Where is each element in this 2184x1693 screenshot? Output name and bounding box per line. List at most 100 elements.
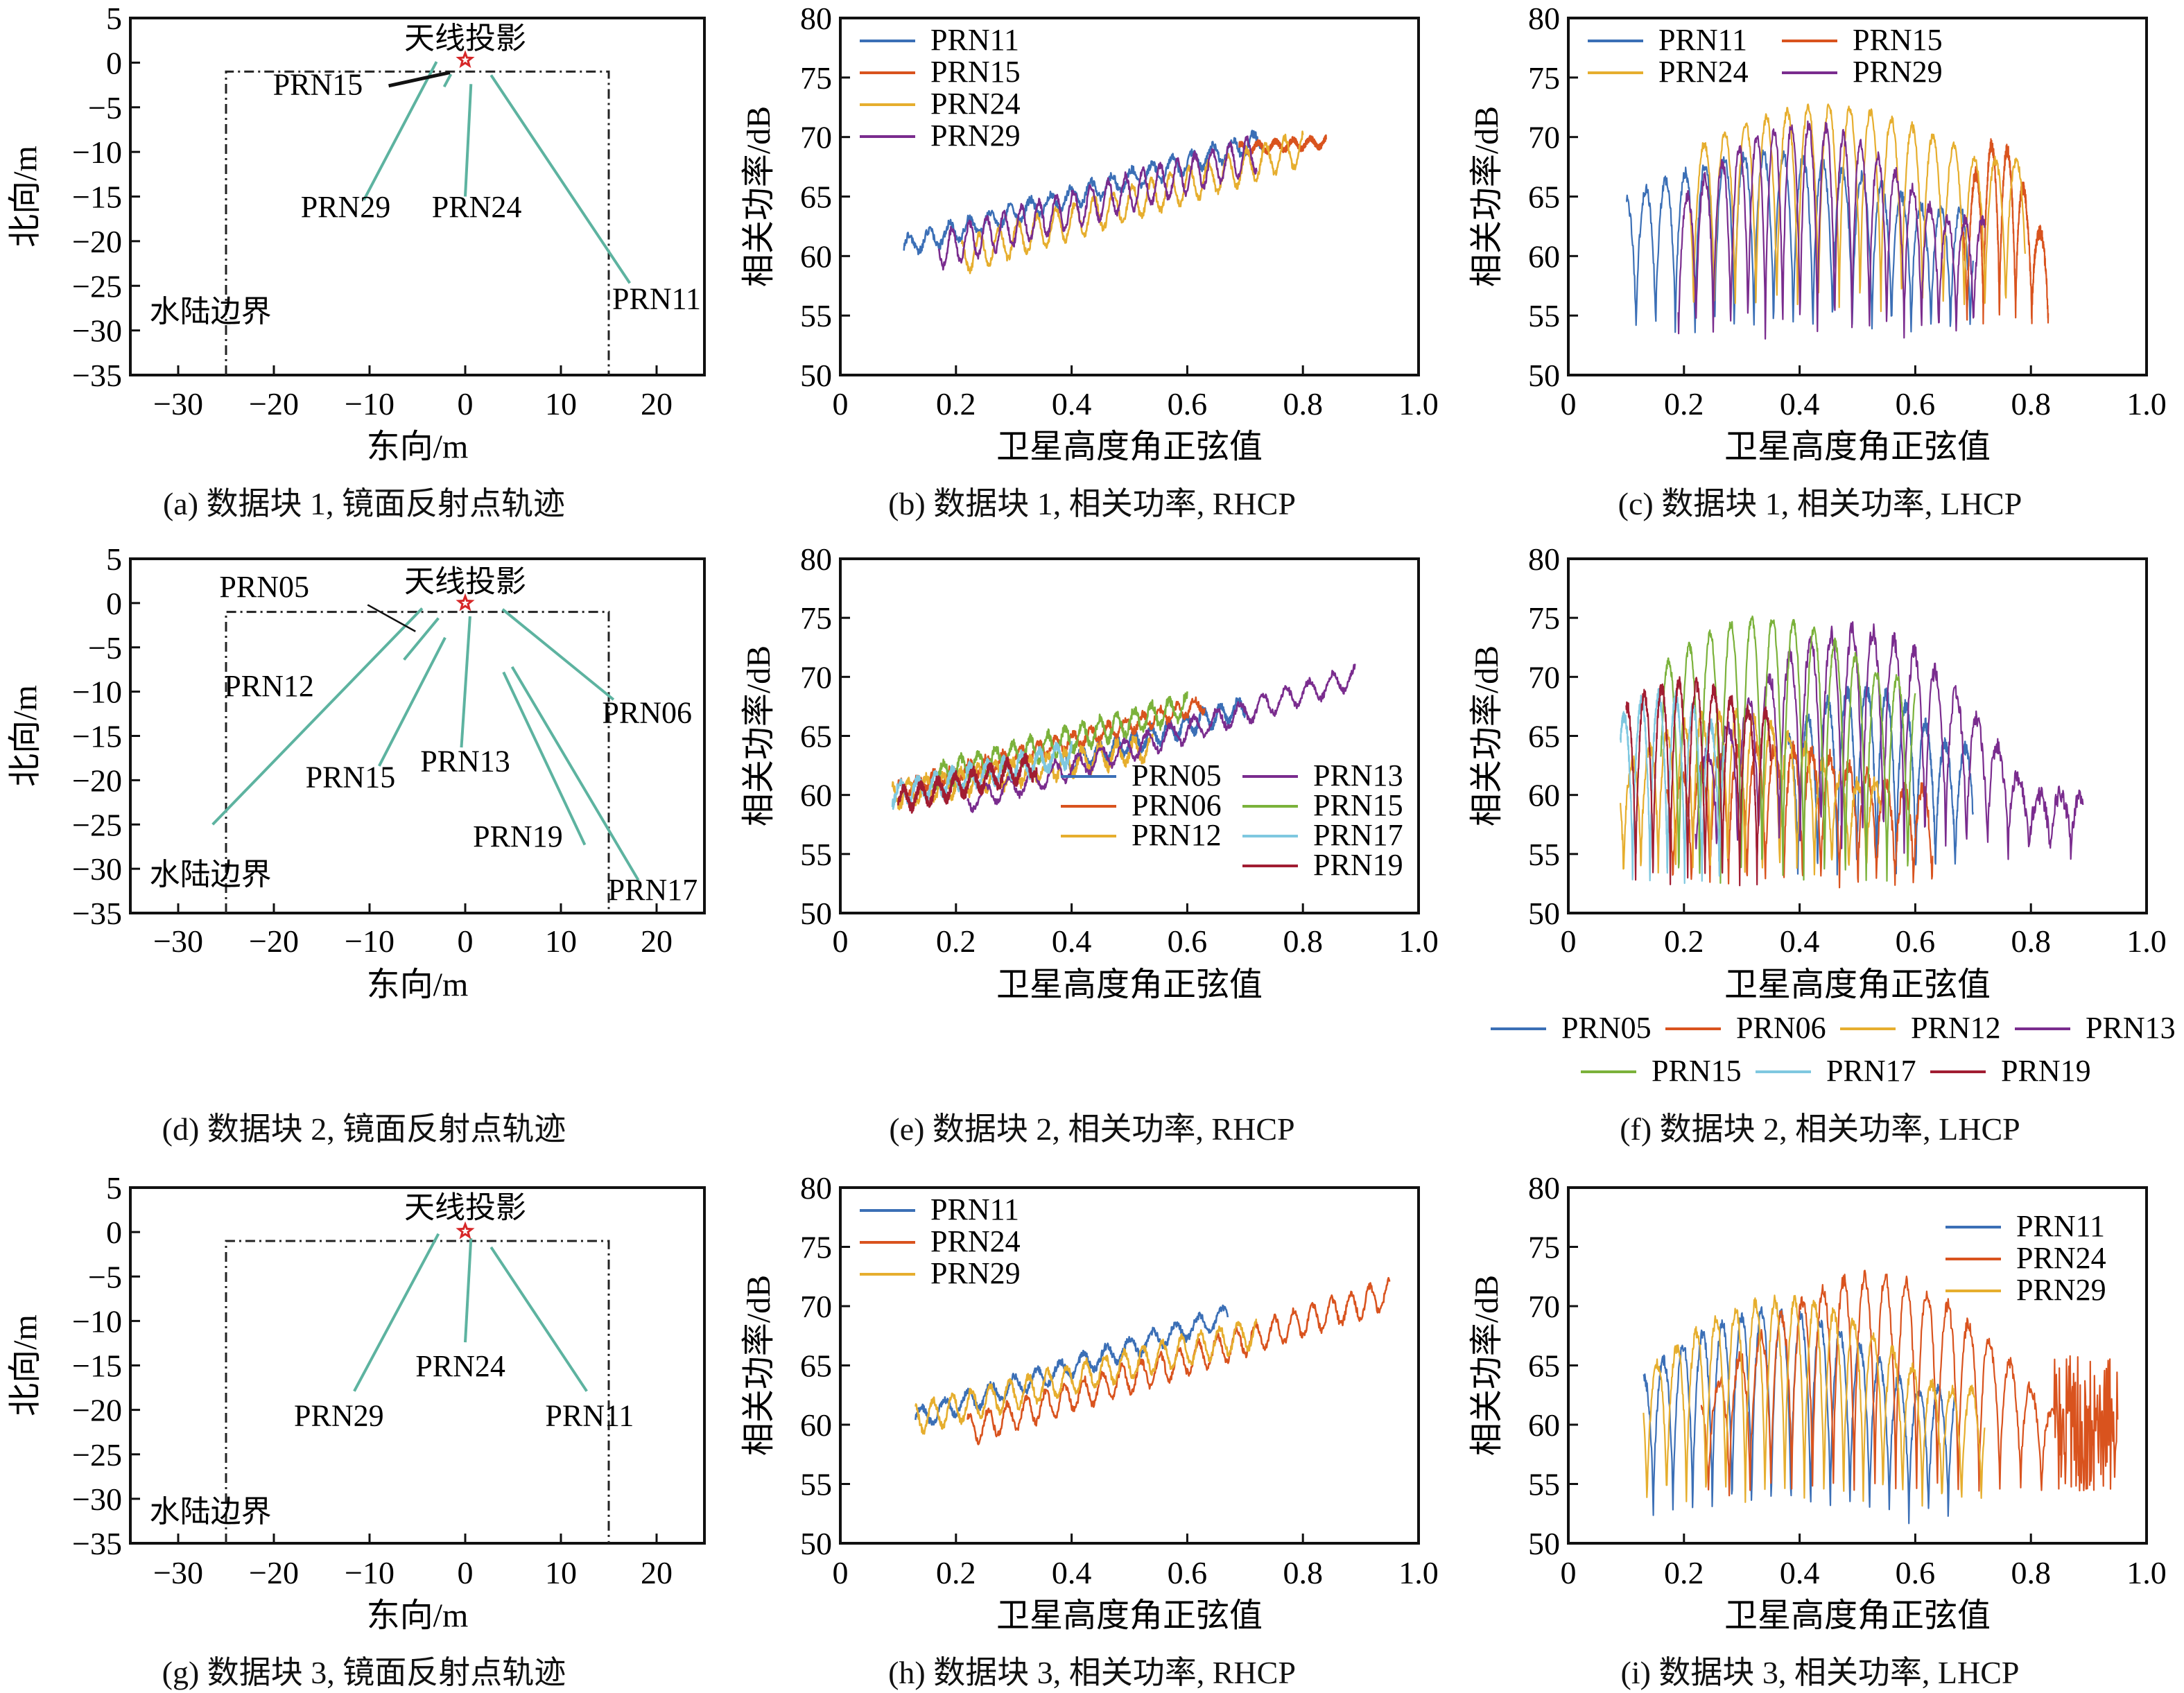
legend-label: PRN29: [2016, 1273, 2106, 1307]
y-tick-label: −25: [72, 1437, 122, 1473]
x-tick-label: 0.8: [2011, 923, 2051, 959]
y-tick-label: 75: [800, 1230, 832, 1265]
x-tick-label: 0.6: [1168, 1555, 1208, 1590]
track-label: PRN11: [545, 1399, 634, 1433]
y-tick-label: 0: [106, 1215, 122, 1250]
x-axis-label: 东向/m: [367, 1597, 469, 1634]
legend-item-prn11: PRN11: [860, 23, 1019, 57]
y-tick-label: −10: [72, 1303, 122, 1339]
y-tick-label: 55: [800, 1467, 832, 1502]
series-prn15: [1238, 134, 1327, 156]
legend-item-prn15: PRN15: [860, 55, 1021, 89]
boundary-label: 水陆边界: [150, 1495, 272, 1529]
y-tick-label: 80: [800, 541, 832, 577]
track-label: PRN29: [301, 190, 391, 224]
x-tick-label: 0: [1561, 923, 1577, 959]
panel-f: 0 0.2 0.4 0.6 0.8 1.0 50 55 60 65 70 75 80 卫星高度角正弦值 相关…: [1456, 0, 2184, 1681]
y-tick-label: −30: [72, 851, 122, 887]
chart-a: −30 −20 −10 0 10 20 5 0 −5 −10 −15 −20 −25 −30 −35 东向/m…: [7, 1, 706, 465]
track-label: PRN24: [415, 1349, 505, 1383]
legend-item-prn24: PRN24: [1588, 55, 1749, 89]
x-tick-label: 0.6: [1896, 923, 1936, 959]
x-tick-label: 1.0: [1398, 1555, 1439, 1590]
y-tick-label: 60: [1528, 778, 1560, 813]
legend-item-prn13: PRN13: [1242, 758, 1403, 792]
x-tick-label: 0.2: [1664, 1555, 1704, 1590]
y-tick-label: −20: [72, 1393, 122, 1428]
x-tick-label: −10: [345, 1555, 395, 1590]
x-tick-label: 0.2: [936, 923, 976, 959]
chart-d: −30 −20 −10 0 10 20 5 0 −5 −10 −15 −20 −25 −30 −35 东向/m…: [7, 541, 706, 1003]
y-tick-label: 55: [800, 837, 832, 872]
y-tick-label: −15: [72, 180, 122, 215]
series-prn24: [1700, 1269, 2119, 1497]
legend-item-prn19: PRN19: [1930, 1054, 2091, 1088]
y-tick-label: −35: [72, 896, 122, 931]
x-tick-label: −20: [249, 1555, 299, 1590]
track-prn15: [442, 73, 453, 88]
legend-label: PRN19: [2001, 1054, 2091, 1088]
caption-f: (f) 数据块 2, 相关功率, LHCP: [1620, 1111, 2020, 1147]
y-tick-label: 70: [1528, 1289, 1560, 1324]
x-tick-label: 0: [1561, 1555, 1577, 1590]
y-tick-label: 60: [800, 778, 832, 813]
boundary-label: 水陆边界: [150, 858, 272, 892]
y-tick-label: −5: [88, 1259, 122, 1294]
legend-label: PRN12: [1132, 818, 1222, 852]
legend-label: PRN13: [2086, 1011, 2176, 1045]
legend-item-prn24: PRN24: [1945, 1241, 2106, 1275]
panel-a: −30 −20 −10 0 10 20 5 0 −5 −10 −15 −20 −25 −30 −35 东向/m…: [0, 0, 728, 1681]
legend-item-prn29: PRN29: [860, 119, 1021, 153]
panel-c: 0 0.2 0.4 0.6 0.8 1.0 50 55 60 65 70 75 80 卫星高度角正弦值 相关…: [1456, 0, 2184, 1681]
x-tick-label: 10: [545, 923, 577, 959]
y-tick-label: 70: [800, 120, 832, 155]
x-tick-label: −10: [345, 386, 395, 422]
legend-label: PRN06: [1736, 1011, 1826, 1045]
series-prn29: [1643, 1294, 1986, 1507]
y-tick-label: 50: [800, 896, 832, 931]
track-prn11: [489, 1246, 588, 1392]
caption-i: (i) 数据块 3, 相关功率, LHCP: [1620, 1655, 2020, 1690]
caption-g: (g) 数据块 3, 镜面反射点轨迹: [162, 1655, 566, 1690]
x-tick-label: 0.4: [1052, 1555, 1092, 1590]
y-tick-label: 5: [106, 1170, 122, 1206]
series-prn24: [1689, 103, 2026, 313]
series-prn29: [937, 135, 1258, 271]
track-label: PRN12: [224, 669, 314, 703]
legend-label: PRN13: [1313, 758, 1403, 792]
legend-label: PRN24: [1658, 55, 1749, 89]
legend-label: PRN19: [1313, 848, 1403, 882]
x-tick-label: 0.4: [1052, 923, 1092, 959]
legend-item-prn05: PRN05: [1491, 1011, 1652, 1045]
x-tick-label: −30: [153, 1555, 203, 1590]
legend-label: PRN11: [930, 1192, 1019, 1226]
panel-i: 0 0.2 0.4 0.6 0.8 1.0 50 55 60 65 70 75 80 卫星高度角正弦值 相关…: [1456, 0, 2184, 1690]
caption-c: (c) 数据块 1, 相关功率, LHCP: [1618, 486, 2022, 521]
x-tick-label: 1.0: [1398, 386, 1439, 422]
x-tick-label: 0: [833, 923, 849, 959]
antenna-label: 天线投影: [404, 1191, 526, 1225]
y-tick-label: 65: [1528, 719, 1560, 754]
y-tick-label: −10: [72, 134, 122, 170]
track-prn19: [502, 671, 587, 846]
x-axis-label: 卫星高度角正弦值: [1724, 966, 1991, 1003]
track-prn29: [362, 61, 438, 201]
y-tick-label: 50: [800, 358, 832, 393]
x-axis-label: 卫星高度角正弦值: [996, 966, 1263, 1003]
x-axis-label: 东向/m: [367, 428, 469, 465]
legend-label: PRN15: [1853, 23, 1943, 57]
boundary-label: 水陆边界: [150, 295, 272, 329]
y-tick-label: 60: [800, 1407, 832, 1443]
legend-label: PRN11: [1658, 23, 1747, 57]
antenna-label: 天线投影: [404, 21, 526, 55]
legend-label: PRN15: [930, 55, 1021, 89]
legend-label: PRN11: [2016, 1209, 2105, 1243]
series-prn15: [1961, 138, 2049, 325]
x-tick-label: 1.0: [2126, 1555, 2167, 1590]
x-tick-label: 0.6: [1896, 386, 1936, 422]
y-tick-label: 75: [800, 60, 832, 96]
x-tick-label: 1.0: [2126, 923, 2167, 959]
y-axis-label: 相关功率/dB: [1468, 1275, 1505, 1456]
panel-e: 0 0.2 0.4 0.6 0.8 1.0 50 55 60 65 70 75 80 卫星高度角正弦值 相关…: [728, 0, 1456, 1681]
